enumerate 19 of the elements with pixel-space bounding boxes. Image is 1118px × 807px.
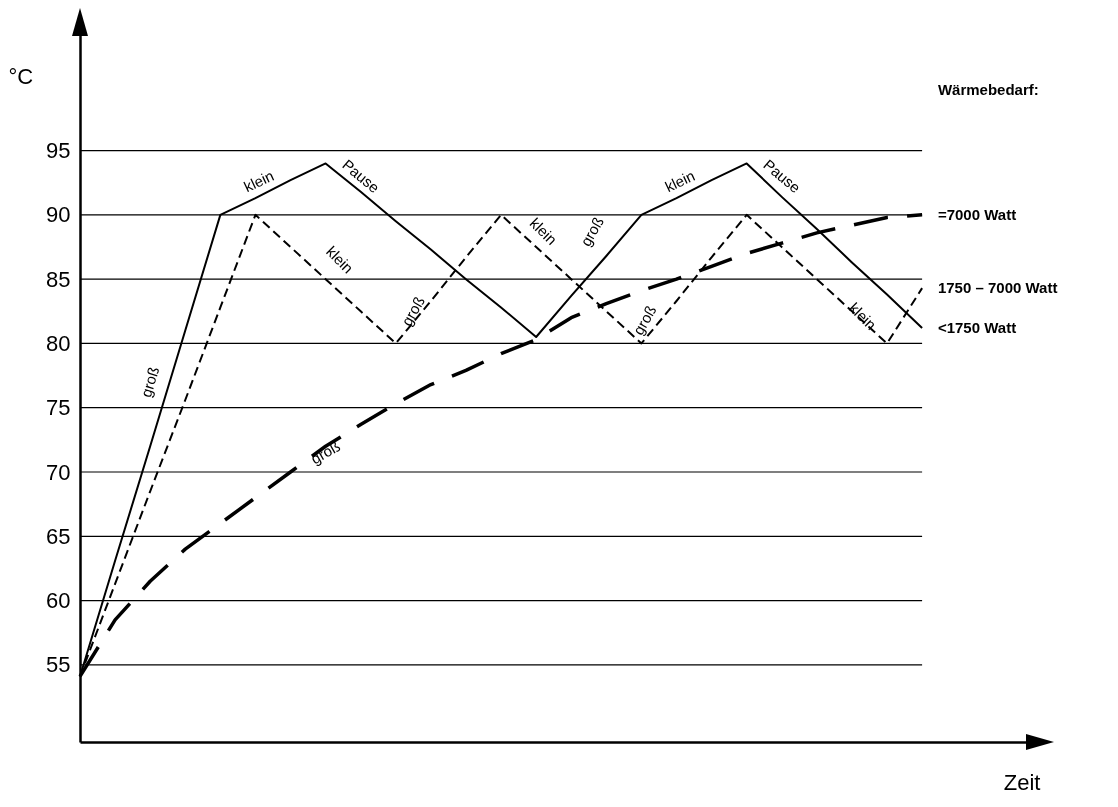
- annotation: groß: [137, 364, 163, 400]
- series-label: 1750 – 7000 Watt: [937, 279, 1058, 297]
- legend-title: Wärmebedarf:: [937, 81, 1039, 99]
- y-tick-label: 85: [46, 266, 71, 292]
- y-tick-label: 75: [46, 395, 71, 421]
- y-axis-title: °C: [8, 63, 34, 89]
- series-label: =7000 Watt: [937, 205, 1017, 223]
- y-tick-label: 60: [46, 588, 71, 614]
- y-tick-label: 80: [46, 330, 71, 356]
- annotation: groß: [307, 437, 343, 468]
- annotation: klein: [241, 166, 277, 196]
- y-tick-label: 55: [46, 652, 71, 678]
- y-tick-label: 90: [46, 202, 71, 228]
- y-tick-label: 70: [46, 459, 71, 485]
- series-label: <1750 Watt: [937, 319, 1017, 336]
- annotation: klein: [662, 166, 698, 196]
- x-axis-title: Zeit: [1003, 769, 1041, 795]
- y-tick-label: 95: [46, 138, 71, 164]
- y-tick-label: 65: [46, 523, 71, 549]
